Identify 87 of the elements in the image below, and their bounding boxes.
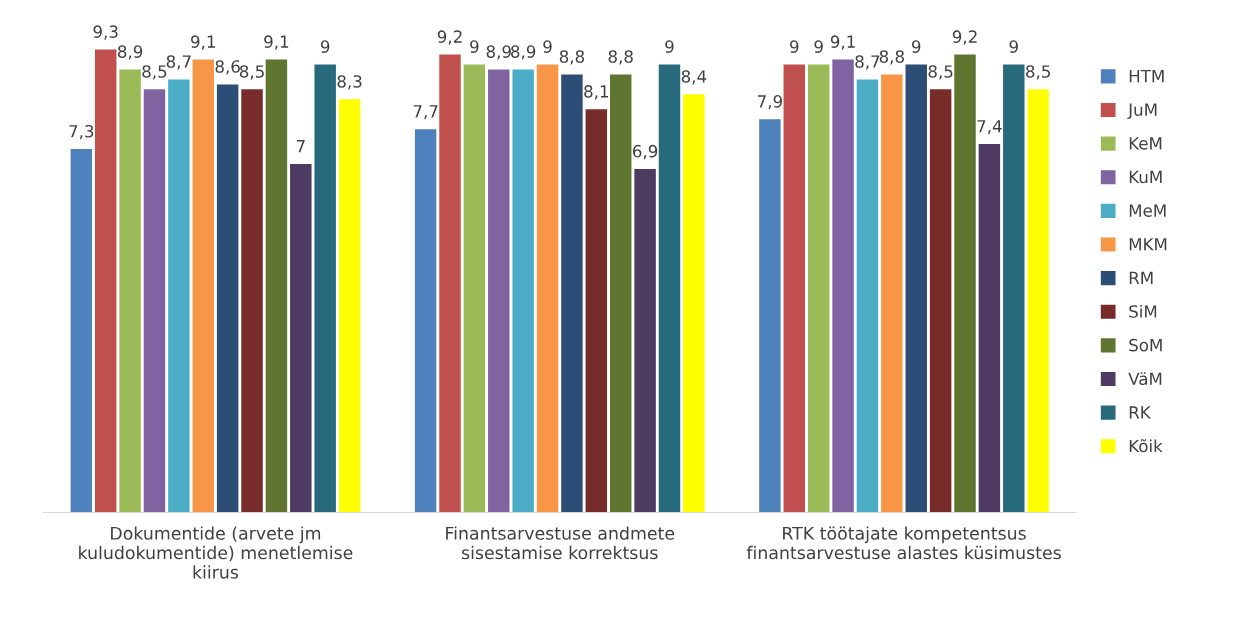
bar xyxy=(536,64,559,513)
bar xyxy=(1003,64,1025,513)
data-label: 8,3 xyxy=(337,75,362,90)
data-label: 9,1 xyxy=(264,35,289,50)
bar xyxy=(1027,89,1049,513)
bar xyxy=(290,164,312,513)
data-label: 7,3 xyxy=(69,124,94,140)
legend-label: RM xyxy=(1129,271,1153,284)
legend-label: KeM xyxy=(1129,137,1162,150)
bar xyxy=(338,99,361,513)
data-label: 8,5 xyxy=(1026,65,1050,80)
data-label: 9 xyxy=(790,40,799,53)
data-label: 9 xyxy=(911,40,921,53)
legend-label: MKM xyxy=(1129,238,1167,251)
bar xyxy=(881,74,903,513)
data-label: 9,1 xyxy=(830,35,855,50)
data-label: 9,3 xyxy=(93,25,118,40)
legend-label: MeM xyxy=(1129,204,1166,217)
bar xyxy=(216,84,239,513)
x-tick-label: Dokumentide (arvete jm kuludokumentide) menetlemise kiirus xyxy=(79,526,353,579)
data-label: 9 xyxy=(814,40,823,53)
legend-label: VäM xyxy=(1128,372,1162,386)
bar xyxy=(94,49,117,513)
bar xyxy=(488,69,510,513)
data-label: 9,2 xyxy=(952,30,977,45)
bar xyxy=(414,129,437,513)
data-label: 6,9 xyxy=(633,144,658,160)
bar xyxy=(192,59,214,513)
data-label: 8,7 xyxy=(166,55,191,70)
bar xyxy=(856,79,879,513)
bar xyxy=(70,149,93,513)
legend-label: HTM xyxy=(1129,69,1164,83)
data-label: 8,8 xyxy=(559,50,585,65)
bar xyxy=(683,94,705,513)
bar xyxy=(463,64,486,513)
legend-label: SiM xyxy=(1129,304,1157,318)
data-label: 9,2 xyxy=(437,30,462,45)
data-label: 9 xyxy=(543,40,552,53)
data-label: 9,1 xyxy=(191,35,215,50)
data-label: 8,4 xyxy=(681,70,707,85)
data-label: 7 xyxy=(296,140,305,153)
data-label: 8,8 xyxy=(879,50,904,65)
bar xyxy=(439,54,461,513)
data-label: 8,9 xyxy=(511,45,536,60)
bar xyxy=(807,64,830,513)
data-label: 8,5 xyxy=(928,65,953,80)
bar xyxy=(929,89,952,513)
data-label: 8,1 xyxy=(584,85,609,100)
data-label: 7,7 xyxy=(413,105,438,120)
data-label: 8,8 xyxy=(608,50,633,65)
data-label: 7,9 xyxy=(758,95,782,110)
bar xyxy=(658,64,681,513)
data-label: 8,5 xyxy=(239,65,264,80)
bar xyxy=(634,169,656,513)
data-label: 9 xyxy=(1009,40,1018,53)
legend-label: SoM xyxy=(1129,338,1162,352)
data-label: 8,7 xyxy=(855,55,880,70)
bar xyxy=(143,89,166,513)
legend-label: JuM xyxy=(1127,103,1157,120)
legend-label: KuM xyxy=(1129,170,1162,184)
bar xyxy=(978,144,1001,513)
bar xyxy=(265,59,288,513)
bar xyxy=(512,69,534,513)
data-label: 9 xyxy=(665,40,674,53)
bar xyxy=(119,69,141,513)
data-label: 9 xyxy=(320,40,330,53)
data-label: 8,9 xyxy=(117,45,143,60)
bar xyxy=(832,59,854,513)
x-tick-label: Finantsarvestuse andmete sisestamise korrektsus xyxy=(446,526,675,560)
bar xyxy=(954,54,976,513)
data-label: 9 xyxy=(470,40,479,53)
data-label: 7,4 xyxy=(977,120,1002,135)
bar xyxy=(585,109,608,513)
data-label: 8,9 xyxy=(486,45,511,60)
bar xyxy=(905,64,927,513)
data-label: 8,5 xyxy=(142,65,167,80)
bar xyxy=(168,79,190,513)
bar xyxy=(759,119,781,513)
bar xyxy=(561,74,583,513)
x-tick-label: RTK töötajate kompetentsus finantsarvestuse alastes küsimustes xyxy=(746,526,1061,560)
legend-label: Kõik xyxy=(1129,439,1163,453)
bar xyxy=(609,74,632,513)
bar xyxy=(314,64,336,513)
bar xyxy=(783,64,806,513)
bar xyxy=(241,89,263,513)
legend-label: RK xyxy=(1129,406,1152,419)
data-label: 8,6 xyxy=(215,60,240,75)
